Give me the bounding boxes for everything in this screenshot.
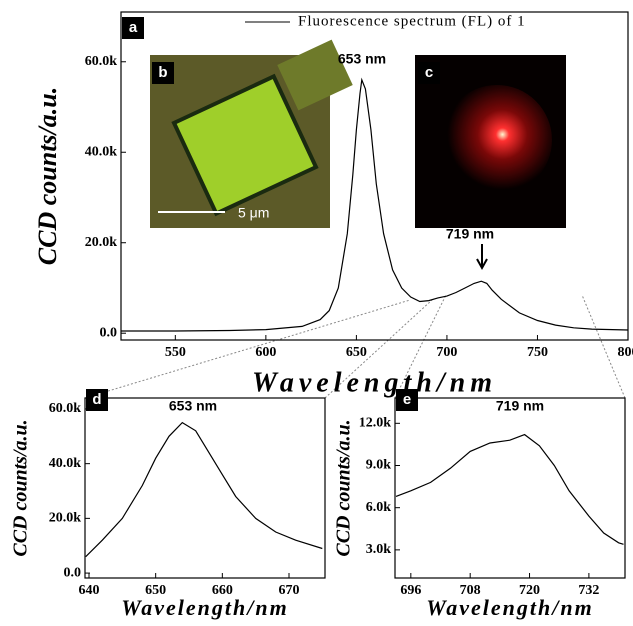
panel-label: d <box>92 391 101 408</box>
peak-annotation: 719 nm <box>446 226 494 242</box>
spectrum-line <box>86 423 323 557</box>
plot-frame <box>395 398 625 578</box>
panel-label: b <box>158 64 167 81</box>
y-tick-label: 20.0k <box>85 235 118 250</box>
x-axis-label: Wavelength/nm <box>426 595 593 620</box>
y-axis-label: CCD counts/a.u. <box>333 419 355 556</box>
panel-label: a <box>129 19 138 36</box>
y-tick-label: 20.0k <box>49 511 82 526</box>
x-tick-label: 696 <box>400 583 421 598</box>
y-tick-label: 60.0k <box>49 401 82 416</box>
x-tick-label: 600 <box>255 345 276 360</box>
panel-label: e <box>403 391 411 408</box>
x-axis-label: Wavelength/nm <box>252 367 497 398</box>
y-tick-label: 40.0k <box>85 144 118 159</box>
spectrum-line <box>396 435 624 545</box>
y-axis-label: CCD counts/a.u. <box>33 87 62 265</box>
peak-annotation: 719 nm <box>496 398 544 414</box>
y-axis-label: CCD counts/a.u. <box>10 419 32 556</box>
x-tick-label: 750 <box>527 345 548 360</box>
x-tick-label: 800 <box>618 345 633 360</box>
y-tick-label: 0.0 <box>64 565 82 580</box>
y-tick-label: 40.0k <box>49 456 82 471</box>
scale-bar-label: 5 μm <box>238 205 269 221</box>
y-tick-label: 6.0k <box>366 500 392 515</box>
panel-label: c <box>425 64 433 81</box>
peak-arrow <box>477 244 487 268</box>
x-tick-label: 650 <box>346 345 367 360</box>
x-tick-label: 640 <box>79 583 100 598</box>
y-tick-label: 9.0k <box>366 458 392 473</box>
plot-frame <box>85 398 325 578</box>
peak-annotation: 653 nm <box>169 398 217 414</box>
x-axis-label: Wavelength/nm <box>121 595 288 620</box>
x-tick-label: 550 <box>165 345 186 360</box>
y-tick-label: 60.0k <box>85 54 118 69</box>
micrograph-b <box>150 40 353 228</box>
figure: 550 600 650 700 750 800 0.0 20.0k 40.0k 60.0k Fluo… <box>0 0 633 626</box>
peak-annotation: 653 nm <box>338 51 386 67</box>
x-tick-label: 700 <box>436 345 457 360</box>
y-tick-label: 0.0 <box>100 325 118 340</box>
y-tick-label: 12.0k <box>359 416 392 431</box>
legend-label: Fluorescence spectrum (FL) of 1 <box>298 13 526 29</box>
y-tick-label: 3.0k <box>366 542 392 557</box>
